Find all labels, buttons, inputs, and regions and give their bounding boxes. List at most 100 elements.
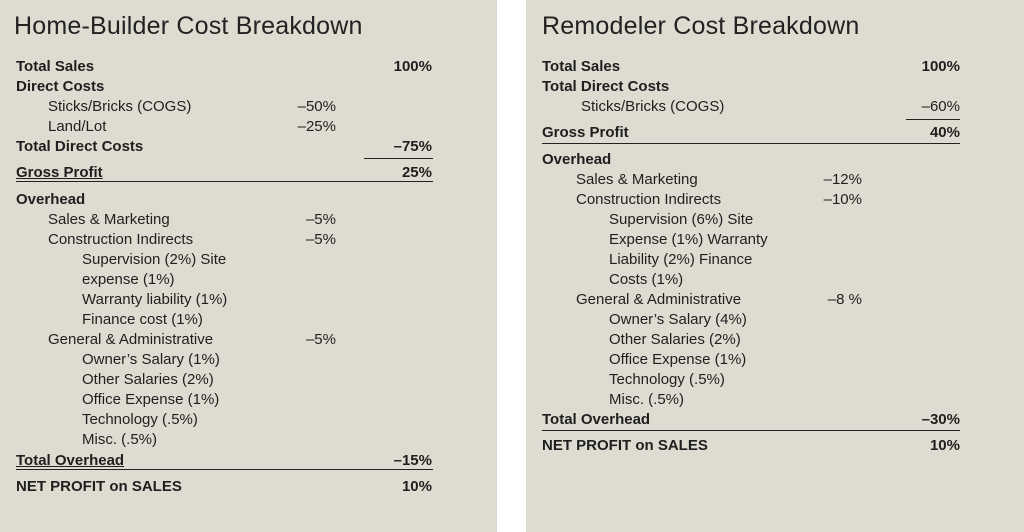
section-rule [542, 143, 960, 144]
row-net-profit: NET PROFIT on SALES 10% [526, 436, 1024, 456]
row-detail: Other Salaries (2%) [526, 330, 1024, 350]
row-label: Misc. (.5%) [609, 391, 684, 408]
row-label: Total Overhead [542, 411, 651, 428]
row-label: Sticks/Bricks (COGS) [48, 98, 192, 115]
row-detail: Office Expense (1%) [526, 350, 1024, 370]
row-label: Gross Profit [542, 124, 629, 141]
line-value: –5% [305, 231, 336, 248]
total-value: 10% [929, 437, 960, 454]
row-label: Total Direct Costs [542, 78, 670, 95]
row-detail: Costs (1%) [526, 270, 1024, 290]
row-label: Gross Profit [16, 164, 103, 181]
row-detail: Expense (1%) Warranty [526, 230, 1024, 250]
row-detail: Technology (.5%) [526, 370, 1024, 390]
total-value: 100% [921, 58, 960, 75]
row-label: Other Salaries (2%) [609, 331, 741, 348]
row-label: Overhead [16, 191, 86, 208]
home-builder-panel: Home-Builder Cost Breakdown Total Sales … [0, 0, 497, 532]
row-total-sales: Total Sales 100% [0, 57, 497, 77]
line-value: –10% [823, 191, 862, 208]
row-label: Total Overhead [16, 452, 125, 469]
row-detail: expense (1%) [0, 270, 497, 290]
row-label: Other Salaries (2%) [82, 371, 214, 388]
row-label: Sales & Marketing [576, 171, 698, 188]
section-rule [542, 430, 960, 431]
row-label: expense (1%) [82, 271, 175, 288]
row-label: Costs (1%) [609, 271, 684, 288]
row-general-admin: General & Administrative –8 % [526, 290, 1024, 310]
row-label: Technology (.5%) [609, 371, 725, 388]
line-value: –8 % [827, 291, 862, 308]
row-label: Construction Indirects [576, 191, 722, 208]
row-label: Warranty liability (1%) [82, 291, 228, 308]
row-sticks-bricks: Sticks/Bricks (COGS) –60% [526, 97, 1024, 117]
total-value: 10% [401, 478, 432, 495]
row-detail: Supervision (6%) Site [526, 210, 1024, 230]
row-detail: Technology (.5%) [0, 410, 497, 430]
row-label: Sticks/Bricks (COGS) [581, 98, 725, 115]
row-construction-indirects: Construction Indirects –10% [526, 190, 1024, 210]
row-detail: Warranty liability (1%) [0, 290, 497, 310]
row-label: Misc. (.5%) [82, 431, 157, 448]
row-label: Construction Indirects [48, 231, 194, 248]
row-construction-indirects: Construction Indirects –5% [0, 230, 497, 250]
line-value: –5% [305, 331, 336, 348]
row-gross-profit: Gross Profit 40% [526, 123, 1024, 143]
row-detail: Owner’s Salary (4%) [526, 310, 1024, 330]
row-detail: Supervision (2%) Site [0, 250, 497, 270]
row-label: Office Expense (1%) [82, 391, 220, 408]
line-value: –60% [921, 98, 960, 115]
row-total-direct-costs: Total Direct Costs [526, 77, 1024, 97]
total-value: –15% [393, 452, 432, 469]
row-label: Overhead [542, 151, 612, 168]
row-label: NET PROFIT on SALES [542, 437, 708, 454]
row-label: Supervision (6%) Site [609, 211, 754, 228]
line-value: –5% [305, 211, 336, 228]
row-label: General & Administrative [576, 291, 742, 308]
row-overhead: Overhead [526, 150, 1024, 170]
row-detail: Misc. (.5%) [526, 390, 1024, 410]
section-rule [16, 469, 433, 470]
line-value: –25% [297, 118, 336, 135]
row-sales-marketing: Sales & Marketing –5% [0, 210, 497, 230]
total-value: –75% [393, 138, 432, 155]
row-label: Technology (.5%) [82, 411, 198, 428]
line-value: –50% [297, 98, 336, 115]
row-detail: Other Salaries (2%) [0, 370, 497, 390]
row-detail: Liability (2%) Finance [526, 250, 1024, 270]
row-total-sales: Total Sales 100% [526, 57, 1024, 77]
total-value: 25% [401, 164, 432, 181]
row-sales-marketing: Sales & Marketing –12% [526, 170, 1024, 190]
panel-title: Home-Builder Cost Breakdown [14, 12, 363, 40]
row-label: Direct Costs [16, 78, 105, 95]
total-value: 40% [929, 124, 960, 141]
row-detail: Finance cost (1%) [0, 310, 497, 330]
panel-title: Remodeler Cost Breakdown [542, 12, 860, 40]
row-detail: Owner’s Salary (1%) [0, 350, 497, 370]
row-label: NET PROFIT on SALES [16, 478, 182, 495]
section-rule [16, 181, 433, 182]
remodeler-panel: Remodeler Cost Breakdown Total Sales 100… [526, 0, 1024, 532]
row-label: Office Expense (1%) [609, 351, 747, 368]
row-label: Supervision (2%) Site [82, 251, 227, 268]
row-label: Finance cost (1%) [82, 311, 203, 328]
subtotal-rule [364, 158, 433, 159]
row-detail: Office Expense (1%) [0, 390, 497, 410]
line-value: –12% [823, 171, 862, 188]
total-value: 100% [393, 58, 432, 75]
row-label: Sales & Marketing [48, 211, 170, 228]
row-label: Expense (1%) Warranty [609, 231, 768, 248]
total-value: –30% [921, 411, 960, 428]
row-gross-profit: Gross Profit 25% [0, 163, 497, 183]
row-general-admin: General & Administrative –5% [0, 330, 497, 350]
row-detail: Misc. (.5%) [0, 430, 497, 450]
row-label: Total Direct Costs [16, 138, 144, 155]
row-total-overhead: Total Overhead –30% [526, 410, 1024, 430]
row-label: Total Sales [542, 58, 621, 75]
row-label: Owner’s Salary (1%) [82, 351, 220, 368]
row-total-overhead: Total Overhead –15% [0, 451, 497, 471]
row-label: Liability (2%) Finance [609, 251, 753, 268]
row-sticks-bricks: Sticks/Bricks (COGS) –50% [0, 97, 497, 117]
row-label: Land/Lot [48, 118, 107, 135]
subtotal-rule [906, 119, 960, 120]
